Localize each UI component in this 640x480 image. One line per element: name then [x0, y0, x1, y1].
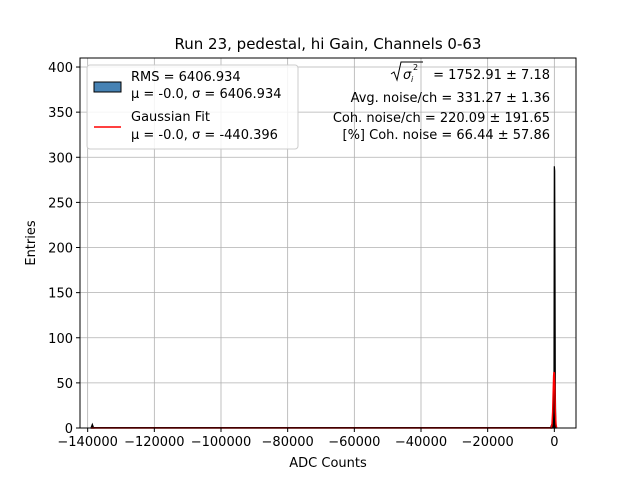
y-tick-label: 300 — [48, 151, 73, 166]
x-axis-ticks: −140000 −120000 −100000 −80000 −60000 −40000−… — [57, 428, 558, 450]
chart-title: Run 23, pedestal, hi Gain, Channels 0-63 — [175, 35, 482, 53]
gaussian-fit-layer — [91, 371, 558, 429]
y-tick-label: 200 — [48, 242, 73, 257]
legend-swatch-rms — [93, 81, 122, 93]
legend-rms-line2: μ = -0.0, σ = 6406.934 — [131, 87, 281, 102]
y-tick-label: 100 — [48, 332, 73, 347]
legend-box — [86, 64, 299, 150]
x-tick-label: −140000 — [57, 435, 118, 450]
sigma-sub: i — [411, 75, 414, 84]
stats-coh-noise: Coh. noise/ch = 220.09 ± 191.65 — [333, 111, 550, 126]
x-tick-label: −20000 — [462, 435, 514, 450]
gaussian-fit-line — [91, 371, 558, 429]
x-tick-label: −60000 — [328, 435, 380, 450]
y-tick-label: 150 — [48, 287, 73, 302]
legend-rms-line1: RMS = 6406.934 — [131, 70, 241, 85]
plot-frame — [79, 57, 577, 429]
stats-coh-noise-percent: [%] Coh. noise = 66.44 ± 57.86 — [343, 128, 551, 143]
y-tick-label: 250 — [48, 196, 73, 211]
x-tick-label: 0 — [550, 435, 558, 450]
y-tick-label: 350 — [48, 106, 73, 121]
sqrt-sigma-symbol: σ i 2 — [390, 61, 423, 84]
stats-annotations: σ i 2 = 1752.91 ± 7.18 Avg. noise/ch = 3… — [333, 61, 551, 143]
sigma-symbol: σ — [403, 68, 412, 83]
legend-gaussian-line1: Gaussian Fit — [131, 110, 210, 125]
y-axis-ticks: 0 50 100 150 200 250 300 350 400 — [48, 61, 80, 437]
y-tick-label: 400 — [48, 61, 73, 76]
x-tick-label: −120000 — [124, 435, 185, 450]
sigma-sup: 2 — [413, 63, 418, 72]
x-tick-label: −100000 — [191, 435, 252, 450]
y-tick-label: 0 — [65, 422, 73, 437]
stats-avg-noise: Avg. noise/ch = 331.27 ± 1.36 — [351, 91, 550, 106]
legend: RMS = 6406.934 μ = -0.0, σ = 6406.934 Ga… — [86, 64, 299, 150]
x-tick-label: −40000 — [395, 435, 447, 450]
x-axis-label: ADC Counts — [289, 456, 367, 471]
legend-gaussian-line2: μ = -0.0, σ = -440.396 — [131, 128, 278, 143]
sqrt-radical-icon — [390, 61, 423, 82]
stats-sigma-value: = 1752.91 ± 7.18 — [433, 68, 550, 83]
y-axis-label: Entries — [24, 220, 39, 266]
x-tick-label: −80000 — [262, 435, 314, 450]
y-tick-label: 50 — [56, 377, 73, 392]
